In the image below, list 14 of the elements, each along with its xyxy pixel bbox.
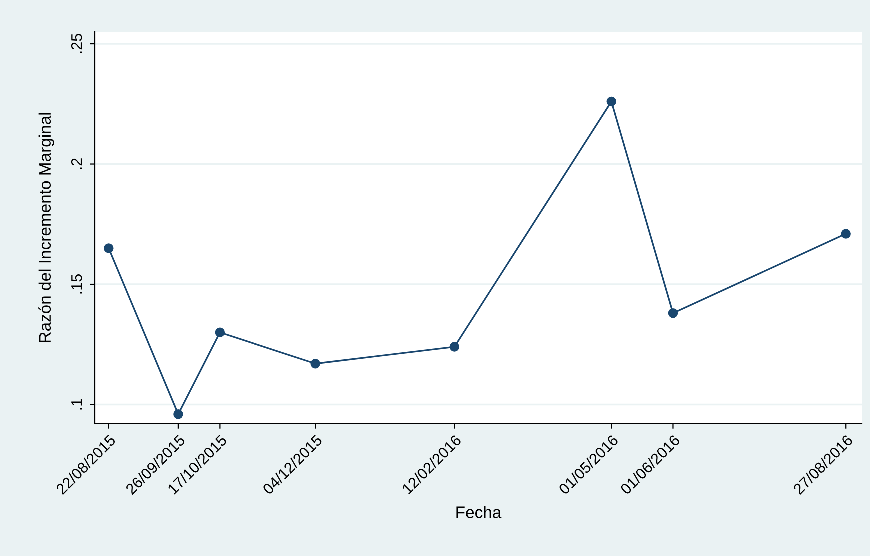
point: [310, 359, 320, 369]
y-tick-label: .2: [71, 158, 82, 170]
y-tick-label: .25: [71, 34, 82, 54]
y-tick-label: .15: [72, 274, 82, 294]
point: [104, 244, 114, 254]
x-axis-title: Fecha: [456, 506, 502, 518]
point: [450, 342, 460, 352]
point: [841, 229, 851, 239]
point: [215, 328, 226, 338]
y-tick-label: .1: [72, 399, 82, 410]
y-axis-title: Razón del Incremento Marginal: [38, 113, 54, 342]
point: [174, 410, 184, 420]
point: [606, 96, 616, 107]
point: [668, 308, 678, 318]
